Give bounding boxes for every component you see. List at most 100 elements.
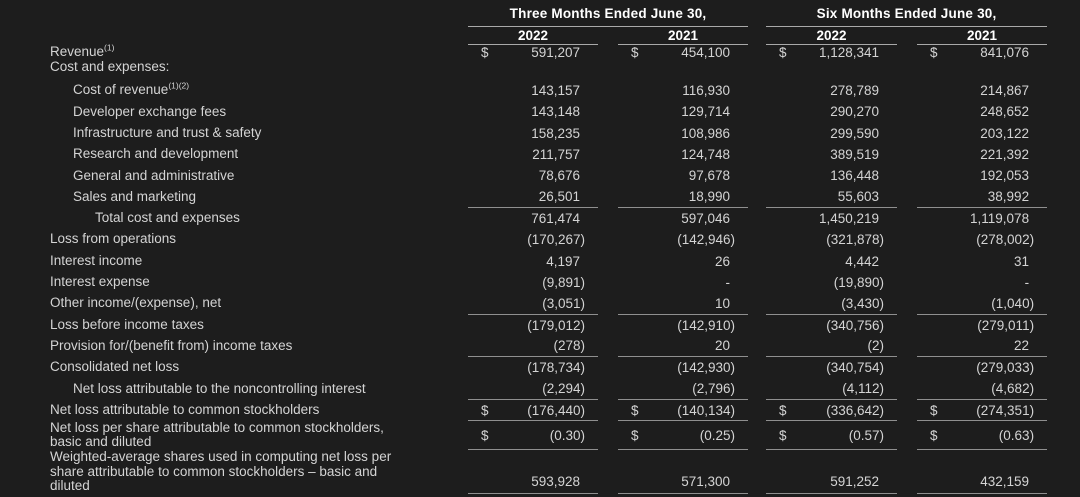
value-cell: 1,128,341 bbox=[818, 44, 880, 60]
column-gap bbox=[598, 272, 618, 293]
dollar-sign-cell bbox=[766, 186, 799, 209]
dollar-sign-cell bbox=[618, 208, 650, 229]
right-margin bbox=[1047, 272, 1080, 293]
dollar-sign-cell: $ bbox=[917, 420, 950, 451]
dollar-sign-cell bbox=[917, 292, 950, 315]
column-gap bbox=[897, 44, 917, 60]
dollar-sign-cell bbox=[618, 314, 650, 335]
dollar-sign-cell bbox=[468, 144, 498, 165]
value-cell: 108,986 bbox=[681, 125, 731, 141]
value-cell: - bbox=[1024, 274, 1030, 290]
value-cell: (336,642) bbox=[798, 399, 898, 422]
right-margin bbox=[1047, 399, 1080, 420]
column-gap bbox=[897, 357, 917, 378]
value-cell: 78,676 bbox=[538, 168, 580, 184]
column-gap bbox=[748, 208, 766, 229]
value-cell: (19,890) bbox=[833, 274, 885, 290]
value-cell: (170,267) bbox=[527, 232, 585, 248]
dollar-sign-cell bbox=[618, 60, 650, 80]
value-cell: 192,053 bbox=[980, 168, 1030, 184]
dollar-sign-cell bbox=[766, 144, 798, 165]
table-row: Loss before income taxes (179,012) (142,91… bbox=[0, 314, 1080, 335]
column-gap bbox=[897, 186, 917, 207]
row-label: Interest expense bbox=[50, 274, 150, 290]
dollar-sign-cell bbox=[618, 101, 650, 122]
dollar-sign-cell bbox=[766, 292, 799, 315]
column-gap bbox=[748, 80, 766, 101]
year-header-6m-2022: 2022 bbox=[766, 26, 898, 45]
dollar-sign-cell bbox=[917, 314, 949, 335]
value-cell: 214,867 bbox=[980, 83, 1030, 99]
year-header-row: 2022 2021 2022 2021 bbox=[0, 26, 1080, 45]
value-cell: 1,450,219 bbox=[818, 211, 880, 227]
row-label: Revenue(1) bbox=[50, 42, 115, 59]
value-cell: 278,789 bbox=[830, 83, 880, 99]
dollar-sign-cell bbox=[618, 250, 650, 271]
row-label: General and administrative bbox=[73, 167, 235, 183]
column-gap bbox=[598, 144, 618, 165]
table-row: Cost of revenue(1)(2) 143,157 116,930 278,7… bbox=[0, 80, 1080, 101]
column-gap bbox=[748, 421, 766, 450]
dollar-sign-cell bbox=[917, 378, 950, 400]
value-cell: 20 bbox=[650, 335, 749, 358]
dollar-sign-cell bbox=[618, 229, 650, 250]
table-row: General and administrative 78,676 97,678 13… bbox=[0, 165, 1080, 186]
column-gap bbox=[598, 186, 618, 207]
column-gap bbox=[748, 357, 766, 378]
value-cell: 4,442 bbox=[845, 253, 880, 269]
dollar-sign-cell: $ bbox=[618, 420, 650, 451]
value-cell: 761,474 bbox=[531, 211, 580, 227]
dollar-sign-cell: $ bbox=[631, 44, 639, 60]
value-cell: 158,235 bbox=[531, 125, 580, 141]
column-gap bbox=[897, 208, 917, 229]
dollar-sign-cell bbox=[766, 335, 799, 358]
dollar-sign-cell bbox=[917, 60, 949, 80]
value-cell: 124,748 bbox=[681, 147, 731, 163]
year-header-6m-2021: 2021 bbox=[917, 26, 1048, 45]
dollar-sign-cell bbox=[766, 357, 798, 378]
right-margin bbox=[1047, 378, 1080, 399]
table-row: Net loss attributable to common stockhol… bbox=[0, 399, 1080, 422]
value-cell: 591,207 bbox=[531, 44, 580, 60]
value-cell: (278) bbox=[498, 335, 598, 358]
column-gap bbox=[748, 60, 766, 80]
right-margin bbox=[1047, 101, 1080, 122]
value-cell bbox=[798, 60, 897, 80]
right-margin bbox=[1047, 314, 1080, 335]
period-header-three-months: Three Months Ended June 30, bbox=[468, 2, 749, 27]
dollar-sign-cell bbox=[618, 186, 650, 209]
column-gap bbox=[897, 336, 917, 357]
value-cell: (2,796) bbox=[650, 378, 749, 400]
dollar-sign-cell bbox=[917, 229, 949, 250]
row-label: Net loss attributable to common stockhol… bbox=[50, 401, 320, 417]
row-label: Total cost and expenses bbox=[95, 210, 240, 226]
column-gap bbox=[598, 357, 618, 378]
dollar-sign-cell bbox=[468, 208, 498, 229]
value-cell: 38,992 bbox=[949, 186, 1048, 209]
value-cell: 31 bbox=[1014, 253, 1030, 269]
row-label: Provision for/(benefit from) income taxe… bbox=[50, 337, 293, 353]
dollar-sign-cell bbox=[766, 123, 798, 144]
value-cell: (340,754) bbox=[826, 360, 885, 376]
column-gap bbox=[897, 293, 917, 314]
dollar-sign-cell bbox=[468, 80, 498, 101]
dollar-sign-cell bbox=[917, 165, 949, 186]
value-cell: (274,351) bbox=[949, 399, 1048, 422]
dollar-sign-cell bbox=[917, 208, 949, 229]
dollar-sign-cell: $ bbox=[468, 420, 498, 451]
column-gap bbox=[598, 336, 618, 357]
table-row: Research and development 211,757 124,748 38… bbox=[0, 144, 1080, 165]
column-gap bbox=[748, 101, 766, 122]
value-cell: 597,046 bbox=[681, 211, 731, 227]
dollar-sign-cell bbox=[917, 80, 949, 101]
dollar-sign-cell: $ bbox=[766, 399, 799, 422]
dollar-sign-cell bbox=[468, 186, 498, 209]
dollar-sign-cell bbox=[618, 357, 650, 378]
row-label: Developer exchange fees bbox=[73, 103, 227, 119]
right-margin bbox=[1047, 186, 1080, 207]
dollar-sign-cell bbox=[766, 272, 798, 293]
value-cell: 454,100 bbox=[681, 44, 731, 60]
column-gap bbox=[748, 293, 766, 314]
dollar-sign-cell bbox=[917, 186, 950, 209]
